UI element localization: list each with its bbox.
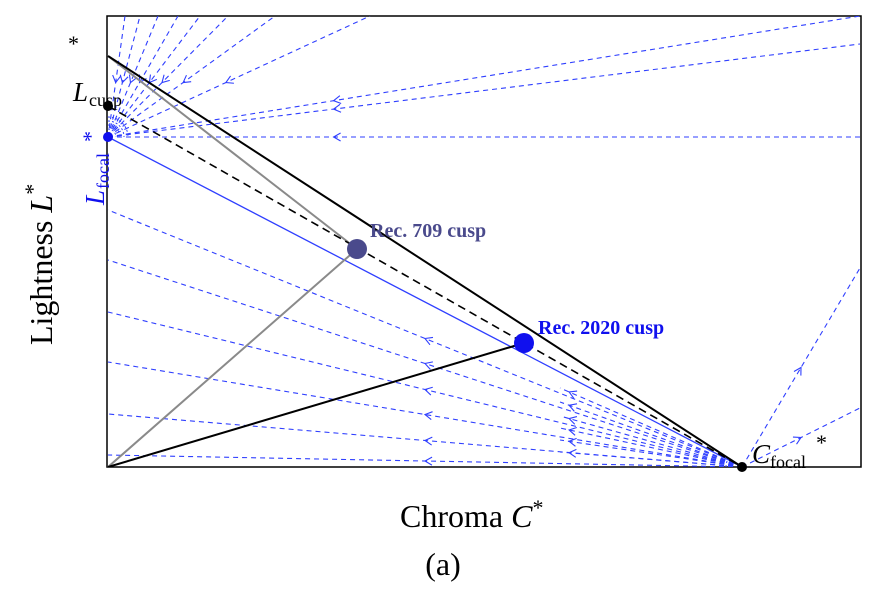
arrowhead (161, 74, 170, 84)
arrowhead (568, 390, 578, 399)
projection-line-upper (107, 16, 371, 138)
projection-line-lower (559, 387, 743, 467)
svg-text:*: * (816, 430, 827, 455)
svg-text:L: L (72, 77, 88, 107)
arrowhead (423, 436, 433, 446)
svg-text:cusp: cusp (89, 90, 122, 110)
arrowhead (423, 386, 433, 396)
arrowhead (332, 132, 341, 142)
svg-text:C: C (752, 439, 771, 469)
projection-line-upper (107, 16, 861, 138)
arc-tick-l-focal (107, 124, 121, 138)
arrowhead (423, 456, 433, 466)
l-cusp-point (103, 101, 113, 111)
c-focal-point (737, 462, 747, 472)
rec709-label: Rec. 709 cusp (370, 220, 486, 242)
rec2020-lower-boundary (107, 342, 525, 467)
projection-line-upper (107, 16, 276, 138)
arrowhead (568, 416, 578, 425)
arrowhead (423, 411, 433, 421)
arrowhead (332, 95, 342, 105)
svg-text:focal: focal (770, 452, 806, 472)
arrowhead (568, 426, 577, 436)
projection-line-lower (559, 415, 743, 467)
svg-text:*: * (68, 31, 79, 56)
arrowhead (224, 75, 234, 84)
arc-tick-l-focal (107, 120, 125, 138)
arc-tick-l-focal (107, 116, 129, 138)
arrowhead (112, 74, 122, 84)
svg-text:focal: focal (93, 153, 113, 189)
arrowhead (423, 361, 434, 370)
arrowhead (332, 103, 342, 113)
arrowhead (423, 336, 434, 346)
projection-line-lower (107, 361, 743, 467)
plot-frame (106, 15, 862, 468)
rec2020-upper-boundary (107, 55, 743, 467)
rec709-cusp-point (347, 239, 367, 259)
arrowhead (568, 403, 578, 412)
projection-line-lower (559, 439, 743, 467)
projection-line-upper (107, 16, 201, 138)
projection-arrowheads (112, 74, 802, 466)
arc-tick-l-focal (107, 128, 117, 138)
l-focal-label: L focal * (78, 131, 113, 206)
arrowhead (182, 74, 192, 84)
svg-text:L: L (80, 190, 110, 206)
svg-text:Lightness L*: Lightness L* (20, 184, 59, 345)
cusp-to-focal-dashed (107, 105, 743, 467)
projection-line-lower (559, 451, 743, 467)
arrowhead (793, 366, 802, 376)
projection-line-upper (107, 16, 229, 138)
y-axis-label: Lightness L* (20, 184, 59, 345)
arrowhead (567, 448, 577, 458)
c-focal-label: C focal * (752, 430, 827, 472)
projection-lines-upper (107, 16, 861, 138)
rec2020-label: Rec. 2020 cusp (538, 317, 664, 339)
projection-line-upper (107, 16, 126, 138)
projection-line-upper (107, 43, 861, 138)
projection-line-lower (741, 267, 861, 467)
projection-line-lower (559, 427, 743, 467)
arrowhead (568, 437, 577, 447)
svg-text:*: * (78, 131, 103, 142)
figure-caption: (a) (425, 546, 461, 582)
rec2020-cusp-point (514, 333, 534, 353)
focal-line (107, 136, 743, 467)
arrowhead (119, 74, 129, 84)
projection-line-upper (107, 16, 141, 138)
l-cusp-label: L cusp * (68, 31, 122, 110)
arrowhead (128, 74, 138, 84)
arrowhead (792, 436, 802, 445)
l-focal-point (103, 132, 113, 142)
x-axis-label: Chroma C* (400, 495, 543, 534)
